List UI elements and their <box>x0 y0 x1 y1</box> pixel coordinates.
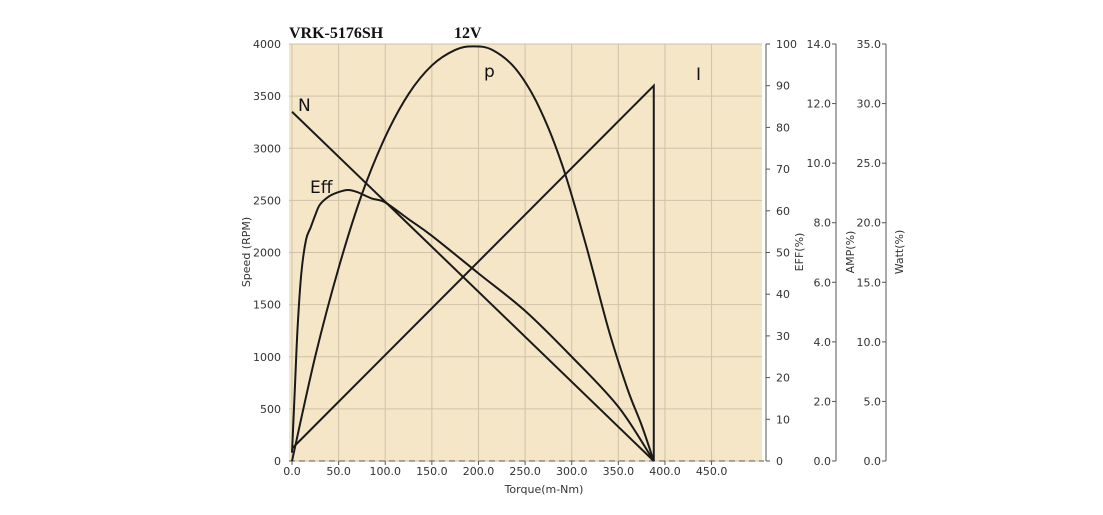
x-tick-label: 250.0 <box>509 465 541 478</box>
eff-tick-label: 40 <box>776 288 790 301</box>
eff-tick-label: 30 <box>776 330 790 343</box>
curve-label-p: p <box>484 62 495 82</box>
amp-tick-label: 8.0 <box>814 217 832 230</box>
x-tick-label: 0.0 <box>283 465 301 478</box>
curve-label-n: N <box>298 96 311 116</box>
series-line-eff <box>291 188 655 462</box>
amp-tick-label: 10.0 <box>807 157 832 170</box>
speed-tick-label: 4000 <box>253 38 281 51</box>
eff-tick-label: 70 <box>776 163 790 176</box>
x-tick-label: 150.0 <box>416 465 448 478</box>
curve-label-i: I <box>696 65 701 85</box>
speed-tick-label: 0 <box>274 455 281 468</box>
watt-tick-label: 35.0 <box>857 38 882 51</box>
series-line-p <box>291 45 655 462</box>
amp-tick-label: 12.0 <box>807 98 832 111</box>
watt-tick-label: 5.0 <box>864 395 882 408</box>
eff-axis-title: EFF(%) <box>793 233 806 272</box>
speed-tick-label: 1500 <box>253 299 281 312</box>
speed-tick-label: 2000 <box>253 247 281 260</box>
amp-tick-label: 6.0 <box>814 276 832 289</box>
amp-tick-label: 14.0 <box>807 38 832 51</box>
eff-tick-label: 100 <box>776 38 797 51</box>
x-tick-label: 350.0 <box>603 465 635 478</box>
speed-tick-label: 1000 <box>253 351 281 364</box>
watt-tick-label: 10.0 <box>857 336 882 349</box>
speed-tick-label: 3500 <box>253 90 281 103</box>
curve-label-eff: Eff <box>310 178 334 198</box>
chart-title-model: VRK-5176SH <box>289 25 384 42</box>
x-tick-label: 50.0 <box>326 465 351 478</box>
speed-axis-title: Speed (RPM) <box>240 217 253 287</box>
series-group <box>291 45 655 462</box>
x-axis-title: Torque(m-Nm) <box>504 483 584 496</box>
watt-tick-label: 20.0 <box>857 217 882 230</box>
x-tick-label: 400.0 <box>649 465 681 478</box>
x-tick-label: 200.0 <box>463 465 495 478</box>
x-tick-label: 100.0 <box>369 465 401 478</box>
watt-tick-label: 25.0 <box>857 157 882 170</box>
amp-tick-label: 4.0 <box>814 336 832 349</box>
chart-title-voltage: 12V <box>454 25 482 42</box>
watt-axis-title: Watt(%) <box>893 230 906 275</box>
series-line-n <box>291 111 655 462</box>
amp-axis-title: AMP(%) <box>844 231 857 274</box>
eff-tick-label: 50 <box>776 247 790 260</box>
speed-tick-label: 500 <box>260 403 281 416</box>
eff-tick-label: 0 <box>776 455 783 468</box>
amp-tick-label: 2.0 <box>814 395 832 408</box>
series-line-i <box>291 83 655 461</box>
x-tick-label: 300.0 <box>556 465 588 478</box>
eff-tick-label: 60 <box>776 205 790 218</box>
watt-tick-label: 0.0 <box>864 455 882 468</box>
eff-tick-label: 80 <box>776 121 790 134</box>
x-tick-label: 450.0 <box>696 465 728 478</box>
eff-tick-label: 20 <box>776 372 790 385</box>
watt-tick-label: 30.0 <box>857 98 882 111</box>
eff-tick-label: 90 <box>776 80 790 93</box>
eff-tick-label: 10 <box>776 413 790 426</box>
speed-tick-label: 3000 <box>253 142 281 155</box>
amp-tick-label: 0.0 <box>814 455 832 468</box>
speed-tick-label: 2500 <box>253 194 281 207</box>
watt-tick-label: 15.0 <box>857 276 882 289</box>
